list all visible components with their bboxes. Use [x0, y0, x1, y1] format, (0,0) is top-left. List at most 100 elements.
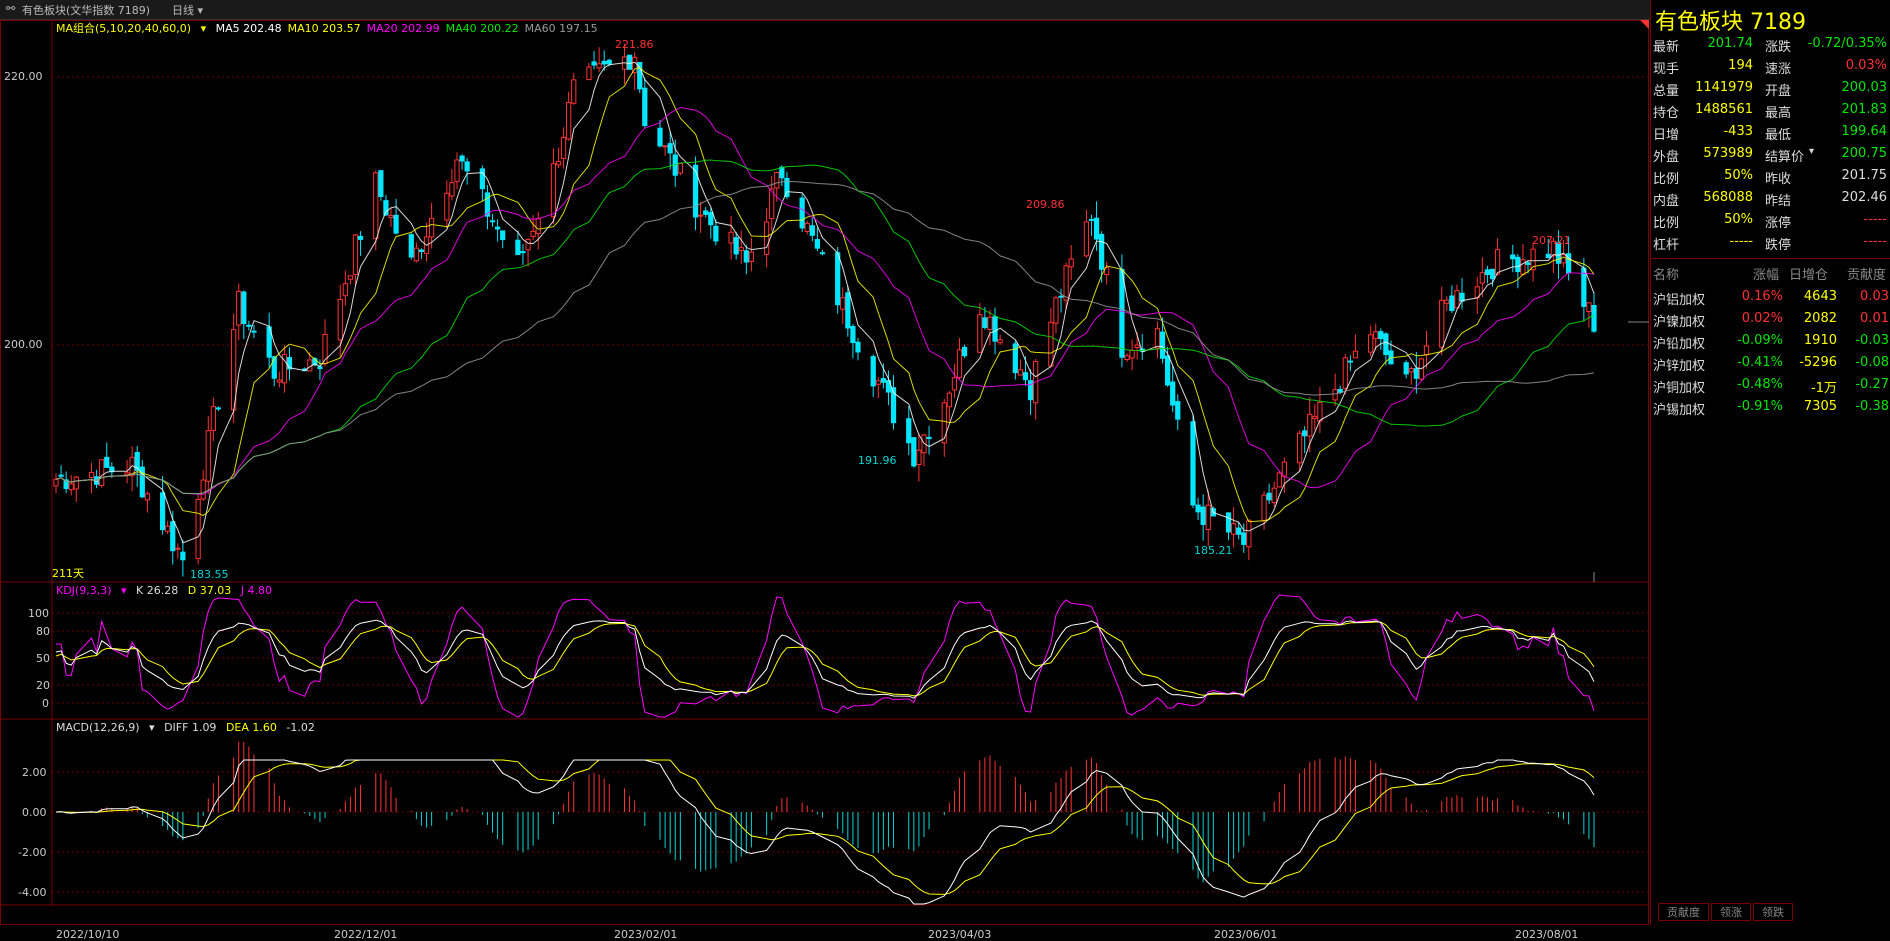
candle-body [1053, 297, 1059, 324]
candle-body [1175, 401, 1181, 420]
chevron-down-icon[interactable]: ▾ [1809, 146, 1815, 157]
quote-label: 最高 [1765, 106, 1792, 121]
candle-body [956, 349, 963, 378]
candle-body [1119, 268, 1125, 358]
quote-row: 比例 50% 昨收 201.75 [1651, 168, 1890, 190]
candle-body [1165, 355, 1171, 386]
top-toolbar: ⚯ 有色板块(文华指数 7189) 日线 ▾ [0, 0, 1890, 20]
col-header-inc[interactable]: 日增仓 [1789, 268, 1829, 283]
candle-body [1271, 487, 1277, 504]
quote-label: 开盘 [1765, 84, 1792, 99]
quote-label: 最低 [1765, 128, 1792, 143]
candle-body [73, 476, 79, 490]
candle-body [1378, 331, 1384, 340]
col-header-chg[interactable]: 涨幅 [1753, 268, 1780, 283]
candle-body [373, 172, 379, 239]
kdj-tick: 80 [36, 625, 50, 638]
candle-body [1408, 368, 1414, 373]
table-row[interactable]: 沪铜加权 -0.48% -1万 -0.27 [1651, 377, 1890, 399]
ma-legend-item: MA10 203.57 [287, 22, 361, 35]
candle-body [743, 250, 749, 263]
candle-body [926, 436, 932, 440]
low-label: 185.21 [1194, 544, 1239, 557]
ma-legend-item: MA60 197.15 [524, 22, 598, 35]
quote-value: -0.72/0.35% [1807, 36, 1887, 51]
candle-body [342, 283, 348, 297]
high-label: 209.86 [1026, 198, 1071, 211]
candle-body [586, 66, 592, 81]
table-row[interactable]: 沪锡加权 -0.91% 7305 -0.38 [1651, 399, 1890, 421]
quote-value: 50% [1724, 168, 1753, 183]
candle-body [1129, 349, 1135, 359]
high-label-text: 209.86 [1026, 198, 1065, 211]
candle-body [921, 434, 927, 454]
chart-canvas[interactable] [0, 20, 1649, 925]
kdj-group-label[interactable]: KDJ(9,3,3) [56, 584, 112, 597]
candle-body [159, 492, 166, 531]
ma-legend: MA组合(5,10,20,40,60,0) ▾ MA5 202.48 MA10 2… [56, 20, 610, 36]
quote-label: 比例 [1653, 172, 1680, 187]
ma-legend-item: MA40 200.22 [445, 22, 519, 35]
macd-dea: DEA 1.60 [225, 721, 277, 734]
col-header-contrib[interactable]: 贡献度 [1847, 268, 1887, 283]
table-row[interactable]: 沪铝加权 0.16% 4643 0.03 [1651, 289, 1890, 311]
candle-body [388, 215, 394, 219]
low-label: 191.96 [858, 454, 903, 467]
candle-body [1159, 331, 1166, 359]
chart-frame [0, 20, 1649, 925]
tab-losers[interactable]: 领跌 [1753, 903, 1793, 921]
candle-body [1307, 413, 1313, 437]
quote-value: 202.46 [1841, 190, 1888, 205]
candle-body [1383, 333, 1389, 356]
tab-contribution[interactable]: 贡献度 [1658, 903, 1709, 921]
col-header-name[interactable]: 名称 [1653, 268, 1680, 283]
candle-body [1489, 268, 1496, 280]
ma-line [55, 180, 1595, 495]
candle-body [703, 210, 709, 215]
quote-value: ----- [1729, 234, 1753, 249]
quote-row: 现手 194 速涨 0.03% [1651, 58, 1890, 80]
tab-gainers[interactable]: 领涨 [1711, 903, 1751, 921]
row-inc: 2082 [1803, 311, 1837, 326]
candle-body [1586, 302, 1592, 312]
candle-body [1312, 415, 1318, 419]
candle-body [728, 231, 734, 244]
quote-label: 结算价 [1765, 150, 1805, 165]
x-tick: 2023/08/01 [1515, 928, 1579, 941]
table-row[interactable]: 沪镍加权 0.02% 2082 0.01 [1651, 311, 1890, 333]
candle-body [413, 247, 420, 262]
candle-body [1276, 472, 1282, 488]
candle-body [1484, 269, 1491, 276]
candle-body [1099, 233, 1105, 270]
candle-body [677, 162, 683, 174]
macd-group-label[interactable]: MACD(12,26,9) [56, 721, 140, 734]
table-row[interactable]: 沪锌加权 -0.41% -5296 -0.08 [1651, 355, 1890, 377]
chevron-down-icon[interactable]: ▾ [121, 584, 127, 597]
candle-body [941, 402, 947, 444]
candle-body [383, 200, 389, 216]
candle-body [1550, 240, 1557, 257]
quote-value: 201.74 [1707, 36, 1754, 51]
ma-group-label[interactable]: MA组合(5,10,20,40,60,0) [56, 22, 192, 35]
chevron-down-icon[interactable]: ▾ [200, 22, 207, 35]
candle-body [1048, 321, 1054, 367]
chart-area[interactable]: MA组合(5,10,20,40,60,0) ▾ MA5 202.48 MA10 2… [0, 20, 1649, 941]
quote-value: ----- [1863, 234, 1887, 249]
table-row[interactable]: 沪铅加权 -0.09% 1910 -0.03 [1651, 333, 1890, 355]
chevron-down-icon[interactable]: ▾ [149, 721, 155, 734]
candle-body [1581, 267, 1587, 307]
row-inc: 4643 [1803, 289, 1837, 304]
quote-value: 1488561 [1695, 102, 1753, 117]
quote-value: 573989 [1703, 146, 1753, 161]
period-dropdown[interactable]: 日线 ▾ [172, 2, 203, 18]
contract-icon[interactable]: ⚯ [6, 2, 16, 15]
candle-body [1027, 380, 1034, 401]
quote-value: 200.03 [1841, 80, 1888, 95]
contract-title[interactable]: 有色板块(文华指数 7189) [22, 4, 151, 17]
candle-body [987, 316, 993, 331]
candle-body [698, 214, 704, 217]
candle-body [1332, 389, 1338, 401]
candle-body [444, 192, 450, 221]
candle-body [1439, 299, 1445, 348]
candle-body [951, 377, 958, 391]
